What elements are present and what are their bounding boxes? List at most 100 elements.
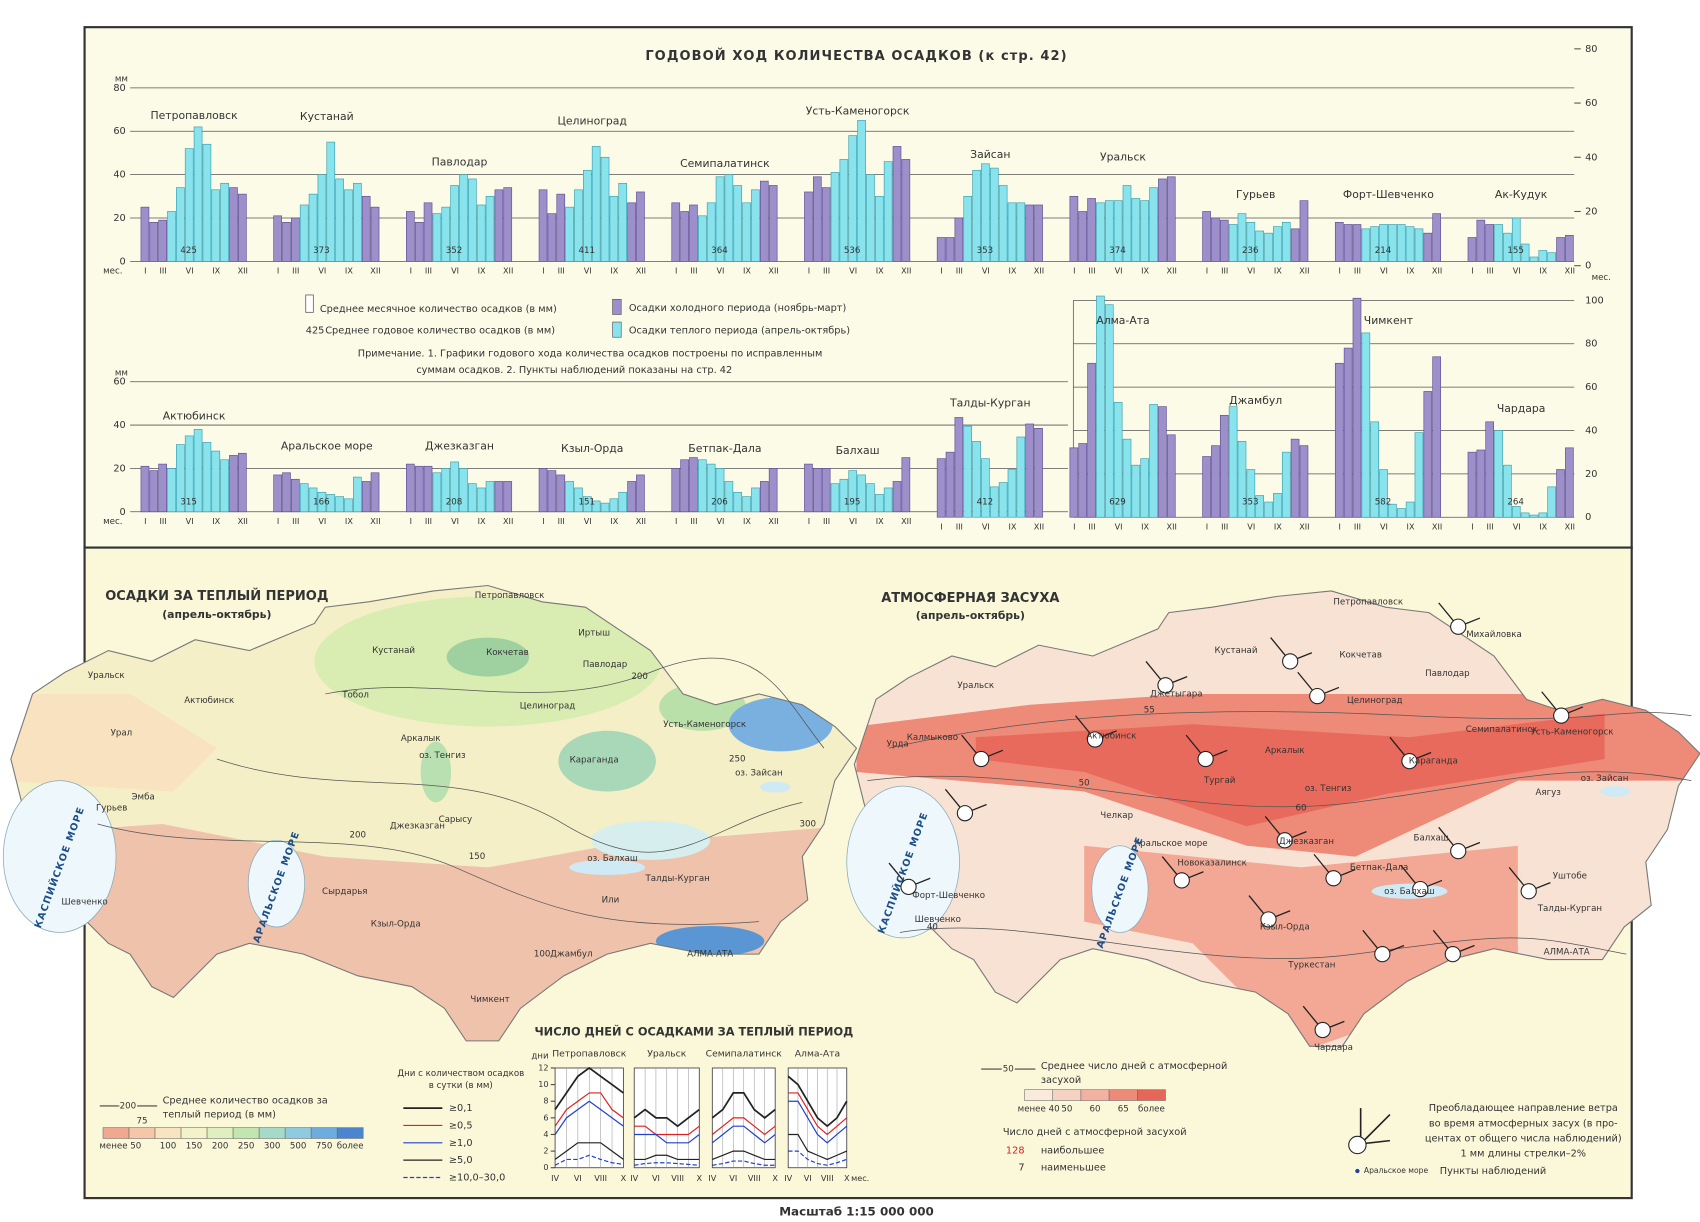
series-line xyxy=(554,1154,624,1166)
x-tick-label: III xyxy=(1221,521,1228,531)
bar xyxy=(1352,297,1362,518)
x-tick-label: I xyxy=(410,266,412,276)
station-total: 315 xyxy=(180,498,197,508)
station-name: Петропавловск xyxy=(552,1048,626,1059)
place-label: Бетпак-Дала xyxy=(1350,863,1409,873)
bar xyxy=(1122,185,1132,262)
bar xyxy=(1122,438,1132,518)
bar xyxy=(494,189,504,262)
bar xyxy=(556,193,566,262)
bar xyxy=(140,465,150,513)
x-tick-label: IX xyxy=(212,266,220,276)
station xyxy=(1282,653,1299,670)
series-line xyxy=(633,1108,700,1128)
station-name: Чимкент xyxy=(1364,314,1413,327)
x-tick-label: III xyxy=(956,521,963,531)
place-label: Аягуз xyxy=(1536,788,1562,798)
bar xyxy=(892,481,902,513)
bar xyxy=(1219,414,1229,518)
wet-zone xyxy=(655,925,765,957)
place-label: Тобол xyxy=(341,691,369,701)
x-tick-label: VI xyxy=(451,516,459,526)
scale-swatch xyxy=(310,1127,338,1139)
scale-swatch xyxy=(128,1127,156,1139)
bar xyxy=(1140,200,1150,262)
legend-text: ≥0,1 xyxy=(449,1103,473,1114)
bar xyxy=(724,174,734,262)
x-tick-label: VI xyxy=(318,516,326,526)
place-label: оз. Тенгиз xyxy=(419,751,466,761)
station xyxy=(1197,750,1214,768)
bar xyxy=(1237,213,1247,262)
y-tick-label: 2 xyxy=(543,1146,548,1156)
bar xyxy=(751,189,760,262)
bar xyxy=(176,187,185,262)
scale-label: 750 xyxy=(316,1142,333,1152)
bar xyxy=(1467,451,1477,518)
place-label: Иртыш xyxy=(578,629,610,639)
bar xyxy=(432,213,442,262)
legend-title: Дни с количеством осадков xyxy=(397,1069,524,1079)
bar xyxy=(441,468,451,513)
bar xyxy=(1379,224,1388,262)
station xyxy=(1276,832,1293,849)
bar xyxy=(1158,406,1167,518)
place-label: Гурьев xyxy=(96,803,127,813)
bar xyxy=(1511,506,1521,518)
isoline-label: 200 xyxy=(120,1101,137,1111)
place-label: Караганда xyxy=(1409,757,1458,767)
bar xyxy=(370,472,380,513)
station xyxy=(1401,753,1418,770)
series-line xyxy=(711,1117,776,1136)
bar xyxy=(689,457,698,513)
place-label: Кокчетав xyxy=(1339,650,1382,660)
x-tick-label: I xyxy=(277,266,279,276)
x-tick-label: VI xyxy=(1115,521,1123,531)
bar xyxy=(866,483,875,513)
bar xyxy=(211,189,221,262)
sea xyxy=(2,780,117,933)
x-tick-label: XII xyxy=(370,266,380,276)
bar xyxy=(901,457,911,513)
isoline xyxy=(325,657,825,749)
station-name: Бетпак-Дала xyxy=(688,442,761,455)
bar xyxy=(574,189,583,262)
bar xyxy=(1494,224,1503,262)
bar xyxy=(998,482,1008,518)
x-tick-label: VI xyxy=(186,516,194,526)
x-tick-label: I xyxy=(1206,521,1208,531)
bar xyxy=(211,450,221,513)
bar xyxy=(1352,224,1362,262)
x-tick-label: XII xyxy=(1034,521,1044,531)
legend-text: Пункты наблюдений xyxy=(1440,1166,1546,1177)
bar xyxy=(1096,202,1105,262)
bar xyxy=(981,163,990,262)
place-label: Петропавловск xyxy=(1333,597,1403,607)
bar xyxy=(680,459,689,513)
station-name: Семипалатинск xyxy=(680,157,770,170)
station xyxy=(1260,911,1277,928)
bar xyxy=(299,483,309,513)
series-line xyxy=(788,1092,848,1136)
chart-title: ЧИСЛО ДНЕЙ С ОСАДКАМИ ЗА ТЕПЛЫЙ ПЕРИОД xyxy=(534,1024,853,1039)
station-name: Уральск xyxy=(647,1048,686,1059)
sea xyxy=(846,785,960,939)
bar xyxy=(1034,427,1043,518)
bar xyxy=(715,468,725,513)
wet-zone xyxy=(590,820,711,860)
bar xyxy=(848,470,858,513)
x-tick-label: IX xyxy=(610,266,618,276)
bar xyxy=(989,167,999,262)
station-total: 373 xyxy=(313,246,330,256)
bar xyxy=(1520,243,1530,262)
station-name: Чардара xyxy=(1497,402,1546,415)
x-unit: мес. xyxy=(103,517,122,527)
bar xyxy=(1228,406,1238,518)
x-tick-label: XII xyxy=(1167,266,1177,276)
station-total: 536 xyxy=(844,246,861,256)
bar xyxy=(1264,232,1273,262)
legend-text: Среднее годовое количество осадков (в мм… xyxy=(325,326,555,337)
bar xyxy=(282,472,291,513)
x-tick-label: III xyxy=(823,516,830,526)
bar xyxy=(1273,493,1282,518)
